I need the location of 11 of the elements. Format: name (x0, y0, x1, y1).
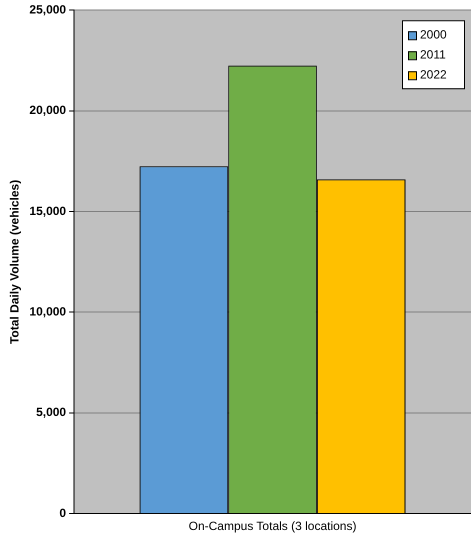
y-tick-label: 20,000 (29, 103, 66, 118)
y-tick-label: 25,000 (29, 2, 66, 17)
legend-label: 2022 (420, 68, 448, 82)
y-axis-title: Total Daily Volume (vehicles) (8, 180, 22, 344)
y-tick-label: 15,000 (29, 204, 66, 218)
y-tick-label: 5,000 (36, 405, 66, 420)
y-tick-label: 0 (59, 506, 66, 520)
legend-label: 2000 (420, 28, 448, 42)
legend-label: 2011 (420, 48, 446, 62)
x-tick-label: On-Campus Totals (3 locations) (188, 519, 356, 534)
y-tick-label: 10,000 (29, 304, 66, 319)
